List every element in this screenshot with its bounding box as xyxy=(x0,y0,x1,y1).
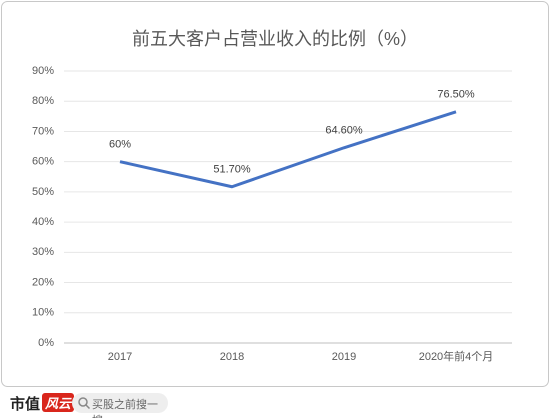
x-tick-label: 2019 xyxy=(332,351,356,363)
data-label: 76.50% xyxy=(437,89,475,101)
y-tick-label: 70% xyxy=(32,125,54,137)
chart: 前五大客户占营业收入的比例（%） 0% 10% 20% 30% 40% 50% 60% 70%… xyxy=(1,1,549,387)
search-box[interactable]: 买股之前搜一搜 xyxy=(72,393,168,418)
x-tick-label: 2017 xyxy=(108,351,132,363)
data-line xyxy=(119,110,457,189)
x-tick-label: 2020年前4个月 xyxy=(419,349,494,363)
chart-frame xyxy=(1,1,549,387)
chart-title: 前五大客户占营业收入的比例（%） xyxy=(132,29,418,49)
footer: 市值 风云 买股之前搜一搜 xyxy=(0,388,550,418)
y-tick-label: 60% xyxy=(32,156,54,168)
search-placeholder: 买股之前搜一搜 xyxy=(92,399,158,418)
data-label: 51.70% xyxy=(213,164,251,176)
y-tick-label: 50% xyxy=(32,186,54,198)
y-tick-label: 10% xyxy=(32,307,54,319)
y-tick-label: 0% xyxy=(38,337,54,349)
y-tick-label: 30% xyxy=(32,246,54,258)
y-tick-label: 80% xyxy=(32,95,54,107)
y-tick-label: 40% xyxy=(32,216,54,228)
logo: 市值 xyxy=(10,396,41,413)
logo-badge: 风云 xyxy=(42,393,75,412)
data-label: 60% xyxy=(109,139,131,151)
x-tick-label: 2018 xyxy=(220,351,244,363)
y-tick-label: 90% xyxy=(32,65,54,77)
y-tick-label: 20% xyxy=(32,276,54,288)
search-icon xyxy=(78,397,91,410)
data-label: 64.60% xyxy=(325,125,363,137)
